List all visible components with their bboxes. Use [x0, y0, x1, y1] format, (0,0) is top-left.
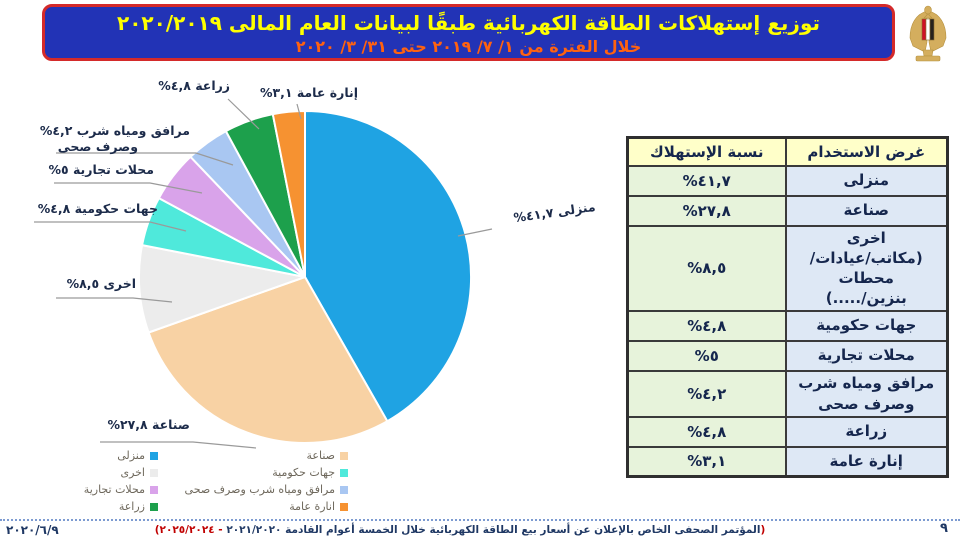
footer-divider [0, 519, 960, 521]
value-cell: ٥% [626, 339, 787, 372]
table-row: زراعة ٤,٨% [626, 415, 949, 448]
legend-swatch-icon [340, 485, 348, 494]
footer-note-open-paren: ( [760, 524, 766, 536]
use-cell: صناعة [784, 194, 949, 227]
footer-note: (المؤتمر الصحفى الخاص بالإعلان عن أسعار … [130, 524, 790, 536]
legend-item-government: جهات حكومية [196, 464, 348, 481]
footer-note-tail: - ٢٠٢٥/٢٠٢٤) [154, 524, 227, 536]
legend-item-utilities: مرافق ومياه شرب وصرف صحى [185, 481, 348, 498]
pie-label-others: اخرى ٨,٥% [66, 276, 136, 291]
legend-label: زراعة [118, 500, 145, 513]
use-cell: منزلى [784, 164, 949, 197]
legend-item-commercial: محلات تجارية [10, 481, 158, 498]
table-row: صناعة ٢٧,٨% [626, 194, 949, 227]
pie-slice-1 [147, 276, 389, 444]
pie-label-utilities-line2: وصرف صحى [57, 139, 138, 154]
table-header-value: نسبة الإستهلاك [626, 136, 787, 167]
pie-slice-7 [271, 109, 306, 278]
use-cell: إنارة عامة [784, 445, 949, 478]
pie-label-commercial: محلات تجارية ٥% [48, 162, 154, 177]
table-header-use: غرض الاستخدام [784, 136, 949, 167]
pie-label-lighting: إنارة عامة ٣,١% [259, 85, 358, 100]
consumption-table: غرض الاستخدام نسبة الإستهلاك منزلى ٤١,٧%… [626, 136, 949, 478]
legend-label: صناعة [306, 449, 335, 462]
legend-label: انارة عامة [289, 500, 335, 513]
value-cell: ٢٧,٨% [626, 194, 787, 227]
legend-swatch-icon [340, 502, 348, 511]
page-title: توزيع إستهلاكات الطاقة الكهربائية طبقًا … [117, 11, 820, 35]
page-subtitle: خلال الفترة من ١/ ٧/ ٢٠١٩ حتى ٣١/ ٣/ ٢٠٢… [295, 37, 642, 56]
use-cell: محلات تجارية [784, 339, 949, 372]
legend-item-industry: صناعة [196, 447, 348, 464]
table-row: مرافق ومياه شرب وصرف صحى ٤,٢% [626, 369, 949, 418]
value-cell: ٤,٨% [626, 415, 787, 448]
pie-slices [138, 109, 472, 444]
legend-swatch-icon [150, 485, 158, 494]
table-row: منزلى ٤١,٧% [626, 164, 949, 197]
legend-label: منزلى [117, 449, 145, 462]
pie-label-industry: صناعة ٢٧,٨% [107, 417, 190, 432]
pie-label-government: جهات حكومية ٤,٨% [37, 201, 158, 216]
value-cell: ٨,٥% [626, 224, 787, 312]
legend-column-right: صناعة جهات حكومية مرافق ومياه شرب وصرف ص… [185, 447, 348, 515]
legend-label: مرافق ومياه شرب وصرف صحى [184, 483, 335, 496]
use-cell: اخرى (مكاتب/عيادات/محطات بنزين/.....) [784, 224, 949, 312]
use-cell: زراعة [784, 415, 949, 448]
pie-label-utilities-line1: مرافق ومياه شرب ٤,٢% [39, 123, 190, 138]
use-cell: جهات حكومية [784, 309, 949, 342]
legend-item-lighting: انارة عامة [196, 498, 348, 515]
value-cell: ٣,١% [626, 445, 787, 478]
legend-swatch-icon [150, 502, 158, 511]
legend-item-agriculture: زراعة [10, 498, 158, 515]
page-number: ٩ [940, 521, 948, 536]
footer-note-body: المؤتمر الصحفى الخاص بالإعلان عن أسعار ب… [226, 524, 761, 536]
legend-swatch-icon [150, 468, 158, 477]
use-cell: مرافق ومياه شرب وصرف صحى [784, 369, 949, 418]
pie-slice-2 [138, 244, 306, 334]
table-row: محلات تجارية ٥% [626, 339, 949, 372]
pie-label-agriculture: زراعة ٤,٨% [158, 78, 230, 93]
pie-chart [34, 98, 493, 449]
legend-column-left: منزلى اخرى محلات تجارية زراعة [10, 447, 158, 515]
legend-label: محلات تجارية [83, 483, 145, 496]
legend-label: جهات حكومية [272, 466, 335, 479]
value-cell: ٤,٨% [626, 309, 787, 342]
table-row: جهات حكومية ٤,٨% [626, 309, 949, 342]
legend-item-residential: منزلى [10, 447, 158, 464]
legend-label: اخرى [120, 466, 145, 479]
footer-date: ٢٠٢٠/٦/٩ [6, 523, 59, 537]
egypt-coat-of-arms-icon [909, 5, 947, 62]
table-row: اخرى (مكاتب/عيادات/محطات بنزين/.....) ٨,… [626, 224, 949, 312]
legend-swatch-icon [340, 468, 348, 477]
leader-lines [34, 98, 493, 449]
pie-chart-area: منزلى ٤١,٧% صناعة ٢٧,٨% اخرى ٨,٥% جهات ح… [0, 70, 622, 532]
value-cell: ٤١,٧% [626, 164, 787, 197]
title-banner: توزيع إستهلاكات الطاقة الكهربائية طبقًا … [42, 4, 895, 61]
table-row: إنارة عامة ٣,١% [626, 445, 949, 478]
legend-swatch-icon [340, 451, 348, 460]
legend-item-others: اخرى [10, 464, 158, 481]
value-cell: ٤,٢% [626, 369, 787, 418]
legend-swatch-icon [150, 451, 158, 460]
